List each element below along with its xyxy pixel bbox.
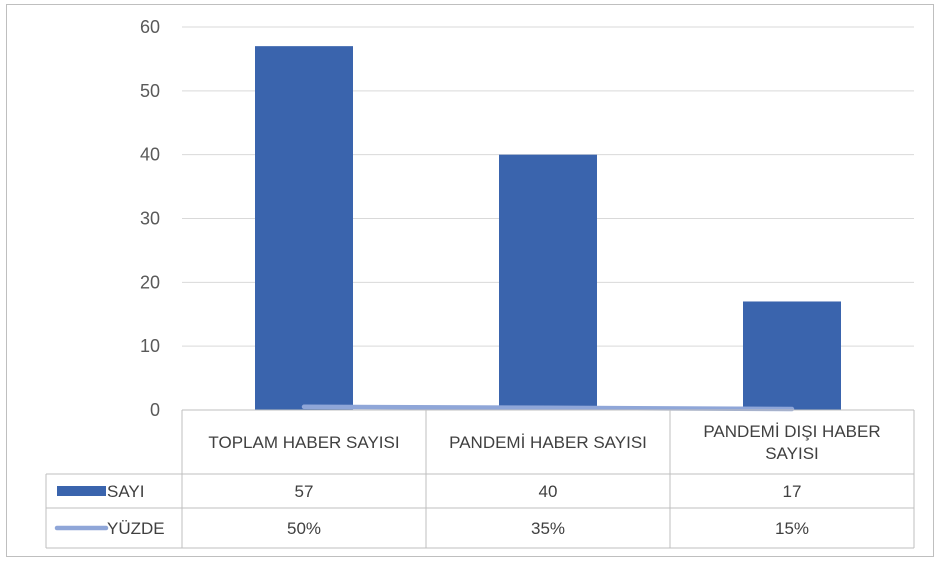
table-value: 35%: [531, 519, 565, 538]
table-value: 40: [539, 482, 558, 501]
category-label: PANDEMİ DIŞI HABER: [703, 422, 880, 441]
table-value: 15%: [775, 519, 809, 538]
y-tick-label: 50: [140, 81, 160, 101]
y-tick-label: 20: [140, 272, 160, 292]
category-label: PANDEMİ HABER SAYISI: [449, 433, 647, 452]
bar: [499, 155, 597, 410]
category-label: SAYISI: [765, 444, 819, 463]
bar: [255, 46, 353, 410]
series-line: [304, 407, 792, 409]
bar: [743, 301, 841, 410]
y-tick-label: 40: [140, 145, 160, 165]
y-tick-label: 10: [140, 336, 160, 356]
table-value: 50%: [287, 519, 321, 538]
table-value: 57: [295, 482, 314, 501]
legend-key-bar: [57, 486, 106, 496]
category-label: TOPLAM HABER SAYISI: [208, 433, 399, 452]
y-tick-label: 0: [150, 400, 160, 420]
legend-label: YÜZDE: [107, 519, 165, 538]
y-tick-label: 30: [140, 209, 160, 229]
table-value: 17: [783, 482, 802, 501]
y-tick-label: 60: [140, 17, 160, 37]
legend-label: SAYI: [107, 482, 144, 501]
